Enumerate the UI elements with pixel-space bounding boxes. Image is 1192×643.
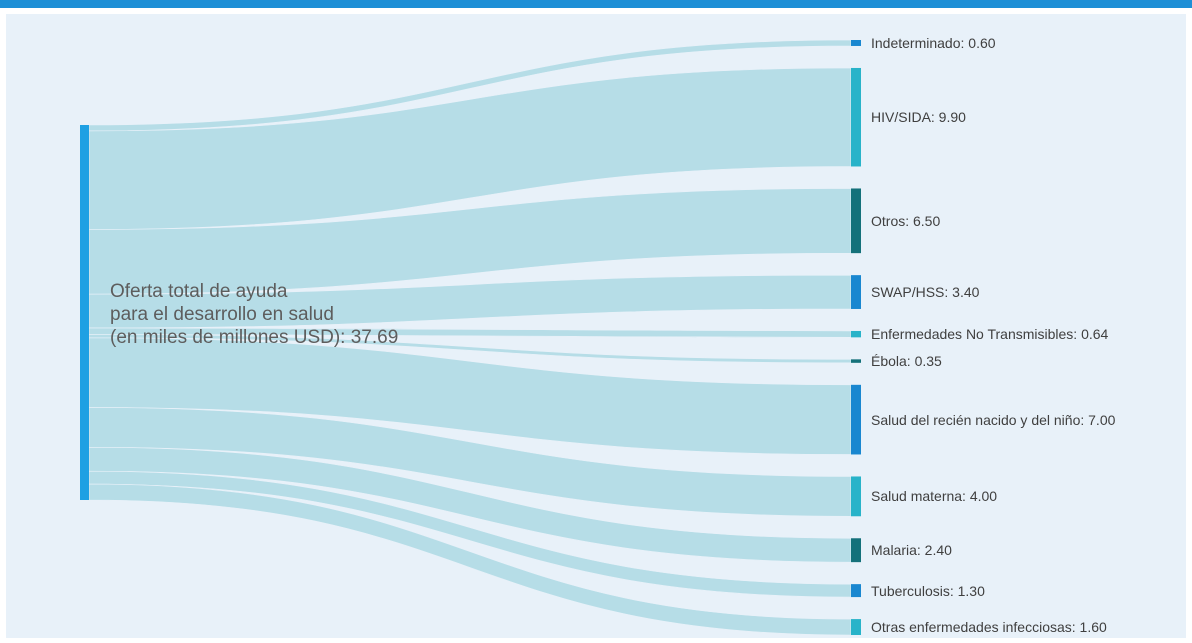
target-label-otras-enfermedades-infecciosas: Otras enfermedades infecciosas: 1.60	[871, 619, 1107, 636]
target-label-swap-hss: SWAP/HSS: 3.40	[871, 284, 980, 301]
target-label-indeterminado: Indeterminado: 0.60	[871, 34, 996, 51]
flow-ebola[interactable]	[88, 334, 852, 364]
target-label-salud-materna: Salud materna: 4.00	[871, 488, 998, 505]
source-label-line-3: (en miles de millones USD): 37.69	[110, 327, 399, 348]
target-node-ebola[interactable]	[851, 359, 861, 363]
flow-indeterminado[interactable]	[88, 39, 852, 132]
flow-tuberculosis[interactable]	[88, 470, 852, 598]
target-label-otros: Otros: 6.50	[871, 212, 941, 229]
target-node-tuberculosis[interactable]	[851, 584, 861, 598]
target-node-enfermedades-no-transmisibles[interactable]	[851, 330, 861, 338]
source-node[interactable]	[80, 125, 89, 500]
target-node-salud-del-recien-nacido-y-del-nino[interactable]	[851, 384, 861, 455]
target-label-ebola: Ébola: 0.35	[871, 353, 942, 370]
target-node-hiv-sida[interactable]	[851, 67, 861, 167]
source-label-line-1: Oferta total de ayuda	[110, 281, 288, 302]
target-node-otros[interactable]	[851, 188, 861, 254]
target-node-otras-enfermedades-infecciosas[interactable]	[851, 619, 861, 635]
target-node-indeterminado[interactable]	[851, 40, 861, 46]
target-label-salud-del-recien-nacido-y-del-nino: Salud del recién nacido y del niño: 7.00	[871, 411, 1116, 428]
top-accent-band	[0, 0, 1192, 8]
target-label-tuberculosis: Tuberculosis: 1.30	[871, 582, 985, 599]
source-label-line-2: para el desarrollo en salud	[110, 304, 334, 325]
source-node-label: Oferta total de ayuda para el desarrollo…	[110, 280, 398, 349]
target-label-malaria: Malaria: 2.40	[871, 542, 952, 559]
target-node-swap-hss[interactable]	[851, 275, 861, 309]
target-label-hiv-sida: HIV/SIDA: 9.90	[871, 109, 966, 126]
target-node-malaria[interactable]	[851, 538, 861, 563]
flow-hiv-sida[interactable]	[88, 67, 852, 230]
flow-swap-hss[interactable]	[88, 274, 852, 329]
flow-group	[88, 39, 852, 636]
target-node-group	[851, 40, 861, 635]
flow-salud-del-recien-nacido-y-del-nino[interactable]	[88, 337, 852, 455]
target-label-enfermedades-no-transmisibles: Enfermedades No Transmisibles: 0.64	[871, 326, 1109, 343]
target-node-salud-materna[interactable]	[851, 476, 861, 517]
